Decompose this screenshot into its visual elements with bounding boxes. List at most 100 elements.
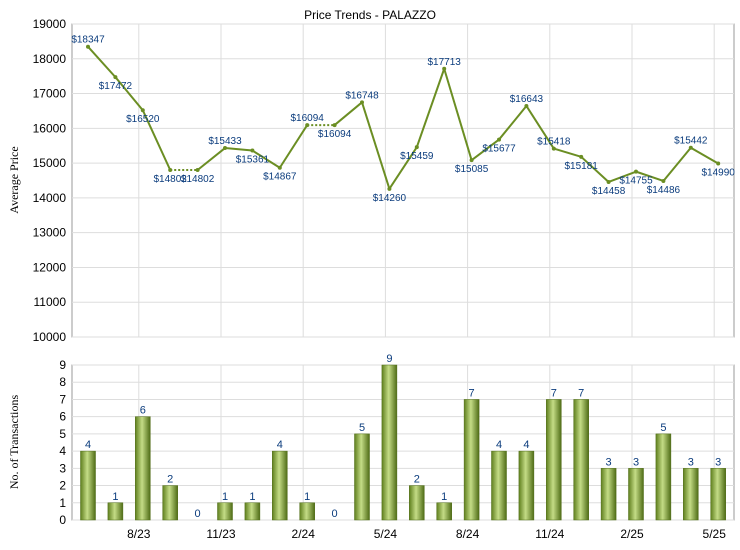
- price-data-label: $16748: [345, 90, 379, 101]
- price-point: [634, 169, 638, 174]
- price-data-label: $16643: [510, 94, 544, 105]
- transaction-bar: [463, 399, 480, 521]
- price-data-label: $14867: [263, 172, 297, 183]
- transaction-count-label: 4: [85, 439, 91, 451]
- price-line-segment: [525, 105, 555, 150]
- transactions-x-tick: 11/23: [206, 527, 235, 541]
- price-data-label: $15459: [400, 151, 434, 162]
- transaction-bar: [683, 468, 699, 521]
- price-plot-area: [71, 23, 735, 338]
- price-data-labels: $18347 $17472 $16520 $14802$14802 $15433 $153…: [71, 35, 735, 204]
- price-data-label: $18347: [71, 35, 105, 46]
- price-point: [497, 137, 501, 142]
- transaction-count-label: 3: [633, 456, 639, 468]
- transactions-y-tick: 9: [59, 358, 66, 372]
- price-line-segment: [251, 149, 281, 169]
- price-point: [579, 154, 584, 159]
- price-point: [414, 145, 419, 150]
- transaction-bar: [573, 399, 589, 521]
- transaction-count-label: 1: [249, 491, 255, 503]
- price-point: [524, 103, 529, 108]
- transaction-bar: [272, 450, 288, 521]
- transaction-count-label: 7: [469, 387, 475, 399]
- price-y-axis-label: Average Price: [7, 146, 21, 213]
- transactions-x-tick: 2/24: [292, 527, 316, 541]
- transaction-count-label: 5: [359, 422, 365, 434]
- transaction-count-label: 3: [688, 456, 694, 468]
- transaction-bar: [354, 433, 370, 521]
- transaction-count-label: 0: [195, 508, 201, 520]
- price-panel: 10000 11000 12000 13000 14000 15000 16000 17000…: [7, 17, 735, 344]
- transaction-bar: [491, 450, 507, 521]
- transactions-plot-area: [71, 364, 735, 521]
- price-line-segment: [608, 170, 637, 183]
- price-point: [688, 145, 693, 150]
- price-data-label: $17472: [99, 81, 133, 92]
- transactions-x-tick: 11/24: [535, 527, 564, 541]
- price-point: [168, 167, 173, 172]
- price-line-segment: [196, 147, 226, 171]
- transaction-bar: [628, 468, 644, 521]
- transactions-x-tick: 8/24: [456, 527, 480, 541]
- price-line-segment: [333, 101, 363, 126]
- transactions-horizontal-gridlines: [72, 364, 734, 521]
- price-line-segment: [114, 76, 144, 111]
- transactions-x-tick: 8/23: [127, 527, 151, 541]
- transaction-count-label: 1: [222, 491, 228, 503]
- transactions-y-tick: 6: [59, 410, 66, 424]
- transaction-bar: [107, 502, 124, 521]
- transaction-count-label: 3: [606, 456, 612, 468]
- price-y-tick: 16000: [33, 121, 67, 135]
- transaction-count-label: 1: [441, 491, 447, 503]
- price-data-label: $14990: [702, 167, 736, 178]
- transaction-bar: [80, 450, 96, 521]
- price-data-label: $15085: [455, 164, 489, 175]
- price-line-segment: [580, 156, 610, 183]
- price-vertical-gridlines: [138, 24, 715, 337]
- price-point: [360, 100, 364, 105]
- transactions-y-tick: 0: [59, 513, 66, 527]
- transactions-y-tick: 7: [59, 392, 66, 406]
- price-data-label: $15442: [674, 136, 708, 147]
- price-line-segment: [278, 124, 309, 169]
- transaction-bar: [600, 468, 617, 521]
- price-point: [250, 148, 255, 153]
- price-data-label: $15433: [208, 136, 242, 147]
- price-data-label: $16094: [291, 113, 325, 124]
- transactions-y-tick: 8: [59, 375, 66, 389]
- price-y-tick: 14000: [33, 191, 67, 205]
- transaction-bar: [518, 450, 535, 521]
- price-point: [113, 75, 118, 80]
- transactions-y-tick: 1: [59, 496, 66, 510]
- price-y-tick: 17000: [33, 87, 67, 101]
- price-line-segment: [224, 147, 253, 152]
- price-data-label: $16520: [126, 114, 160, 125]
- transaction-count-label: 1: [304, 491, 310, 503]
- price-line-segment: [470, 138, 500, 161]
- price-line-segment: [553, 147, 582, 158]
- price-y-tick-labels: 10000 11000 12000 13000 14000 15000 16000 17000…: [33, 17, 67, 344]
- price-y-tick: 15000: [33, 156, 67, 170]
- price-data-label: $16094: [318, 129, 352, 140]
- price-line-segment: [87, 46, 117, 78]
- transactions-x-tick: 5/24: [374, 527, 398, 541]
- transactions-y-tick: 2: [59, 479, 66, 493]
- transactions-x-tick: 5/25: [703, 527, 727, 541]
- transactions-bars: [80, 364, 726, 521]
- transaction-bar: [381, 364, 398, 521]
- price-point: [277, 165, 282, 170]
- price-point: [551, 146, 556, 151]
- price-point: [140, 108, 145, 113]
- price-data-label: $14458: [592, 186, 626, 197]
- price-line-segment: [361, 102, 391, 190]
- price-data-label: $15418: [537, 137, 571, 148]
- transaction-count-label: 2: [414, 474, 420, 486]
- transaction-count-label: 0: [332, 508, 338, 520]
- price-point: [223, 146, 227, 151]
- transaction-bar: [655, 433, 672, 521]
- transactions-y-tick-labels: 0 1 2 3 4 5 6 7 8 9: [59, 358, 66, 527]
- price-line-segment: [388, 146, 418, 190]
- price-data-label: $14486: [647, 185, 681, 196]
- price-data-label: $15361: [236, 155, 270, 166]
